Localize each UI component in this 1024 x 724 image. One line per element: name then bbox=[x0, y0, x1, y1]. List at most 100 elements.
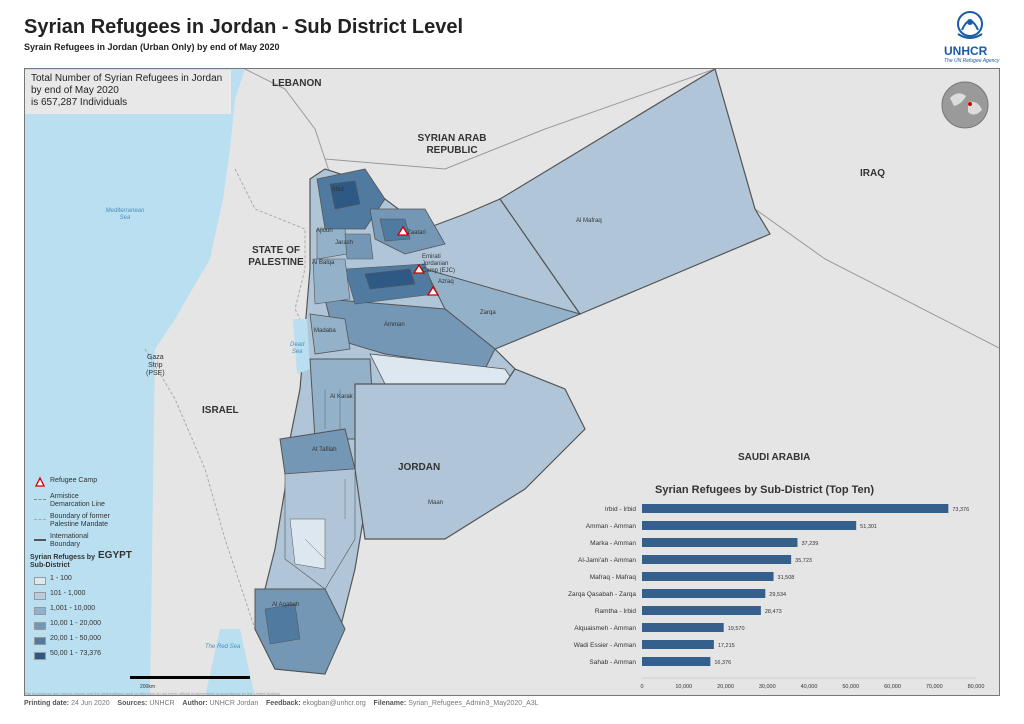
almafraq-region bbox=[499, 69, 771, 315]
chart-bar bbox=[642, 623, 724, 632]
label-azraq: Azraq bbox=[438, 279, 454, 285]
label-med-2: Sea bbox=[119, 215, 131, 221]
chart-category-label: Irbid - Irbid bbox=[605, 506, 636, 513]
label-gaza-2: Strip bbox=[148, 362, 163, 369]
chart-tick-label: 50,000 bbox=[842, 684, 859, 690]
chart-bar bbox=[642, 504, 949, 513]
legend-camp-label: Refugee Camp bbox=[50, 477, 98, 484]
chart-value-label: 17,215 bbox=[718, 643, 735, 649]
legend-intl: International Boundary bbox=[30, 532, 140, 552]
legend-class-label: 1,001 - 10,000 bbox=[50, 605, 96, 612]
irbid-city bbox=[329, 180, 361, 210]
legend-class-label: 1 - 100 bbox=[50, 575, 72, 582]
legend-swatch bbox=[34, 607, 46, 615]
chart-category-label: Alquaismeh - Amman bbox=[574, 625, 636, 632]
chart-tick-label: 70,000 bbox=[926, 684, 943, 690]
label-palestine: STATE OF PALESTINE bbox=[246, 245, 306, 269]
label-attafilah: At Tafilah bbox=[312, 447, 337, 453]
chart-bar bbox=[642, 521, 857, 530]
legend-swatch bbox=[34, 592, 46, 600]
chart-value-label: 73,376 bbox=[952, 507, 969, 513]
summary-line-2: by end of May 2020 bbox=[31, 85, 119, 96]
label-emirati-2: Jordanian bbox=[422, 261, 449, 267]
label-emirati-3: Camp (EJC) bbox=[422, 268, 456, 274]
label-mediterranean: Mediterranean Sea bbox=[100, 208, 150, 222]
chart-tick-label: 0 bbox=[640, 684, 643, 690]
chart-category-label: Mafraq - Mafraq bbox=[590, 574, 637, 581]
chart-bar bbox=[642, 538, 798, 547]
label-saudi: SAUDI ARABIA bbox=[738, 452, 811, 463]
chart-category-label: Marka - Amman bbox=[590, 540, 636, 547]
chart-bar bbox=[642, 589, 766, 598]
label-gaza: Gaza Strip (PSE) bbox=[146, 354, 165, 378]
legend-title: Syrian Refugess by Sub-District bbox=[30, 554, 140, 570]
feedback-value[interactable]: ekogban@unhcr.org bbox=[302, 700, 366, 707]
logo-text: UNHCR bbox=[944, 44, 988, 58]
scale-bar: 200km bbox=[130, 676, 250, 690]
legend-intl-label: International Boundary bbox=[50, 533, 89, 549]
chart-value-label: 31,508 bbox=[778, 575, 795, 581]
maan-region bbox=[354, 368, 586, 540]
header: Syrian Refugees in Jordan - Sub District… bbox=[0, 0, 1024, 68]
armistice-line-icon bbox=[34, 499, 46, 500]
chart-value-label: 19,570 bbox=[728, 626, 745, 632]
armistice-2: Demarcation Line bbox=[50, 501, 105, 508]
syria-border bbox=[324, 69, 716, 170]
printing-value: 24 Jun 2020 bbox=[71, 700, 110, 707]
map-canvas bbox=[25, 69, 999, 695]
label-emirati: Emirati Jordanian Camp (EJC) bbox=[422, 254, 455, 275]
label-palestine-2: PALESTINE bbox=[248, 257, 304, 268]
chart-bar bbox=[642, 555, 792, 564]
label-med-1: Mediterranean bbox=[105, 208, 145, 214]
chart-bar bbox=[642, 606, 761, 615]
boundary-2: Palestine Mandate bbox=[50, 521, 108, 528]
legend-armistice-label: Armistice Demarcation Line bbox=[50, 493, 105, 509]
legend-classes: 1 - 100 101 - 1,000 1,001 - 10,000 10,00 1 … bbox=[30, 574, 140, 664]
label-gaza-1: Gaza bbox=[146, 354, 164, 361]
chart-bar bbox=[642, 640, 714, 649]
label-alkarak: Al Karak bbox=[330, 394, 353, 400]
filename-value: Syrian_Refugees_Admin3_May2020_A3L bbox=[408, 700, 539, 707]
label-syria-2: REPUBLIC bbox=[426, 145, 478, 156]
chart-tick-label: 60,000 bbox=[884, 684, 901, 690]
boundary-1: Boundary of former bbox=[50, 513, 110, 520]
south-region-2 bbox=[289, 518, 326, 570]
map-title: Syrian Refugees in Jordan - Sub District… bbox=[24, 16, 464, 38]
printing-label: Printing date: bbox=[24, 700, 70, 707]
unhcr-logo-icon bbox=[957, 11, 983, 39]
madaba-region bbox=[309, 313, 351, 355]
armistice-1: Armistice bbox=[50, 493, 79, 500]
chart-tick-label: 40,000 bbox=[801, 684, 818, 690]
sources-value: UNHCR bbox=[149, 700, 175, 707]
legend-swatch bbox=[34, 577, 46, 585]
label-dead-1: Dead bbox=[290, 342, 305, 348]
chart-bar bbox=[642, 657, 711, 666]
label-almafraq: Al Mafraq bbox=[576, 218, 602, 224]
label-gaza-3: (PSE) bbox=[146, 370, 165, 377]
label-jordan: JORDAN bbox=[398, 462, 441, 473]
legend-class-item: 1 - 100 bbox=[30, 574, 140, 589]
filename-label: Filename: bbox=[373, 700, 407, 707]
label-albalqa: Al Balqa bbox=[312, 260, 335, 266]
legend-boundary: Boundary of former Palestine Mandate bbox=[30, 512, 140, 532]
legend-armistice: Armistice Demarcation Line bbox=[30, 492, 140, 512]
legend-camp: Refugee Camp bbox=[30, 476, 140, 492]
boundary-line-icon bbox=[34, 519, 46, 520]
summary-box: Total Number of Syrian Refugees in Jorda… bbox=[25, 70, 231, 114]
disclaimer: The boundaries and names shown and the d… bbox=[24, 691, 281, 696]
emirati-camp-icon bbox=[412, 263, 426, 274]
map-frame[interactable] bbox=[24, 68, 1000, 696]
egypt-border bbox=[144, 348, 256, 630]
label-alaqabah: Al Aqabah bbox=[272, 602, 300, 608]
intl-1: International bbox=[50, 533, 89, 540]
azraq-camp-icon bbox=[426, 285, 440, 296]
aqaba-city bbox=[264, 603, 301, 645]
chart-category-label: Amman - Amman bbox=[586, 523, 637, 530]
map-legend: Refugee Camp Armistice Demarcation Line B… bbox=[30, 476, 140, 664]
author-label: Author: bbox=[182, 700, 208, 707]
author-value: UNHCR Jordan bbox=[209, 700, 259, 707]
camp-icon bbox=[34, 476, 46, 487]
chart-category-label: Zarqa Qasabah - Zarqa bbox=[568, 591, 636, 598]
label-amman: Amman bbox=[384, 322, 405, 328]
sources-label: Sources: bbox=[117, 700, 148, 707]
